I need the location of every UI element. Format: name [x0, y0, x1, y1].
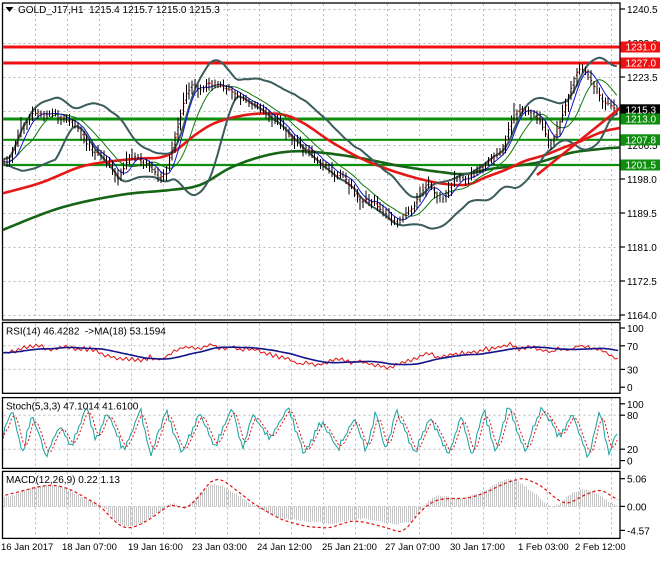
svg-text:Stoch(5,3,3) 47.1014 41.6100: Stoch(5,3,3) 47.1014 41.6100: [6, 402, 139, 413]
svg-text:1201.5: 1201.5: [626, 161, 657, 172]
svg-text:24 Jan 12:00: 24 Jan 12:00: [257, 542, 312, 553]
svg-text:30 Jan 17:00: 30 Jan 17:00: [450, 542, 505, 553]
svg-text:100: 100: [627, 324, 644, 335]
svg-text:1223.5: 1223.5: [627, 73, 658, 84]
svg-text:1198.0: 1198.0: [627, 175, 657, 186]
svg-text:0: 0: [627, 457, 633, 468]
svg-text:25 Jan 21:00: 25 Jan 21:00: [322, 542, 377, 553]
svg-text:5.06: 5.06: [627, 475, 647, 486]
svg-text:18 Jan 07:00: 18 Jan 07:00: [62, 542, 117, 553]
svg-text:80: 80: [627, 411, 639, 422]
svg-text:1213.0: 1213.0: [626, 115, 657, 126]
svg-text:23 Jan 03:00: 23 Jan 03:00: [192, 542, 247, 553]
svg-text:1189.5: 1189.5: [627, 209, 657, 220]
svg-text:1181.0: 1181.0: [627, 243, 657, 254]
svg-text:0: 0: [627, 383, 633, 394]
svg-text:70: 70: [627, 342, 639, 353]
svg-text:MACD(12,26,9) 0.22 1.13: MACD(12,26,9) 0.22 1.13: [6, 475, 120, 486]
svg-text:-4.57: -4.57: [627, 526, 650, 537]
svg-text:GOLD_J17,H1 1215.4 1215.7 121: GOLD_J17,H1 1215.4 1215.7 1215.0 1215.3: [18, 5, 220, 16]
svg-text:30: 30: [627, 365, 639, 376]
svg-text:2 Feb 12:00: 2 Feb 12:00: [575, 542, 626, 553]
svg-text:20: 20: [627, 445, 639, 456]
svg-text:1207.8: 1207.8: [626, 135, 657, 146]
svg-text:1231.0: 1231.0: [626, 43, 657, 54]
svg-text:RSI(14) 46.4282 ->MA(18) 53.1: RSI(14) 46.4282 ->MA(18) 53.1594: [6, 327, 166, 338]
svg-text:1164.0: 1164.0: [627, 311, 657, 322]
svg-text:1227.0: 1227.0: [626, 59, 657, 70]
svg-text:1 Feb 03:00: 1 Feb 03:00: [518, 542, 569, 553]
svg-text:16 Jan 2017: 16 Jan 2017: [1, 542, 53, 553]
svg-text:1172.5: 1172.5: [627, 277, 657, 288]
svg-text:19 Jan 16:00: 19 Jan 16:00: [128, 542, 183, 553]
svg-text:1240.5: 1240.5: [627, 5, 658, 16]
svg-text:0.00: 0.00: [627, 502, 647, 513]
svg-text:100: 100: [627, 400, 644, 411]
svg-text:27 Jan 07:00: 27 Jan 07:00: [385, 542, 440, 553]
